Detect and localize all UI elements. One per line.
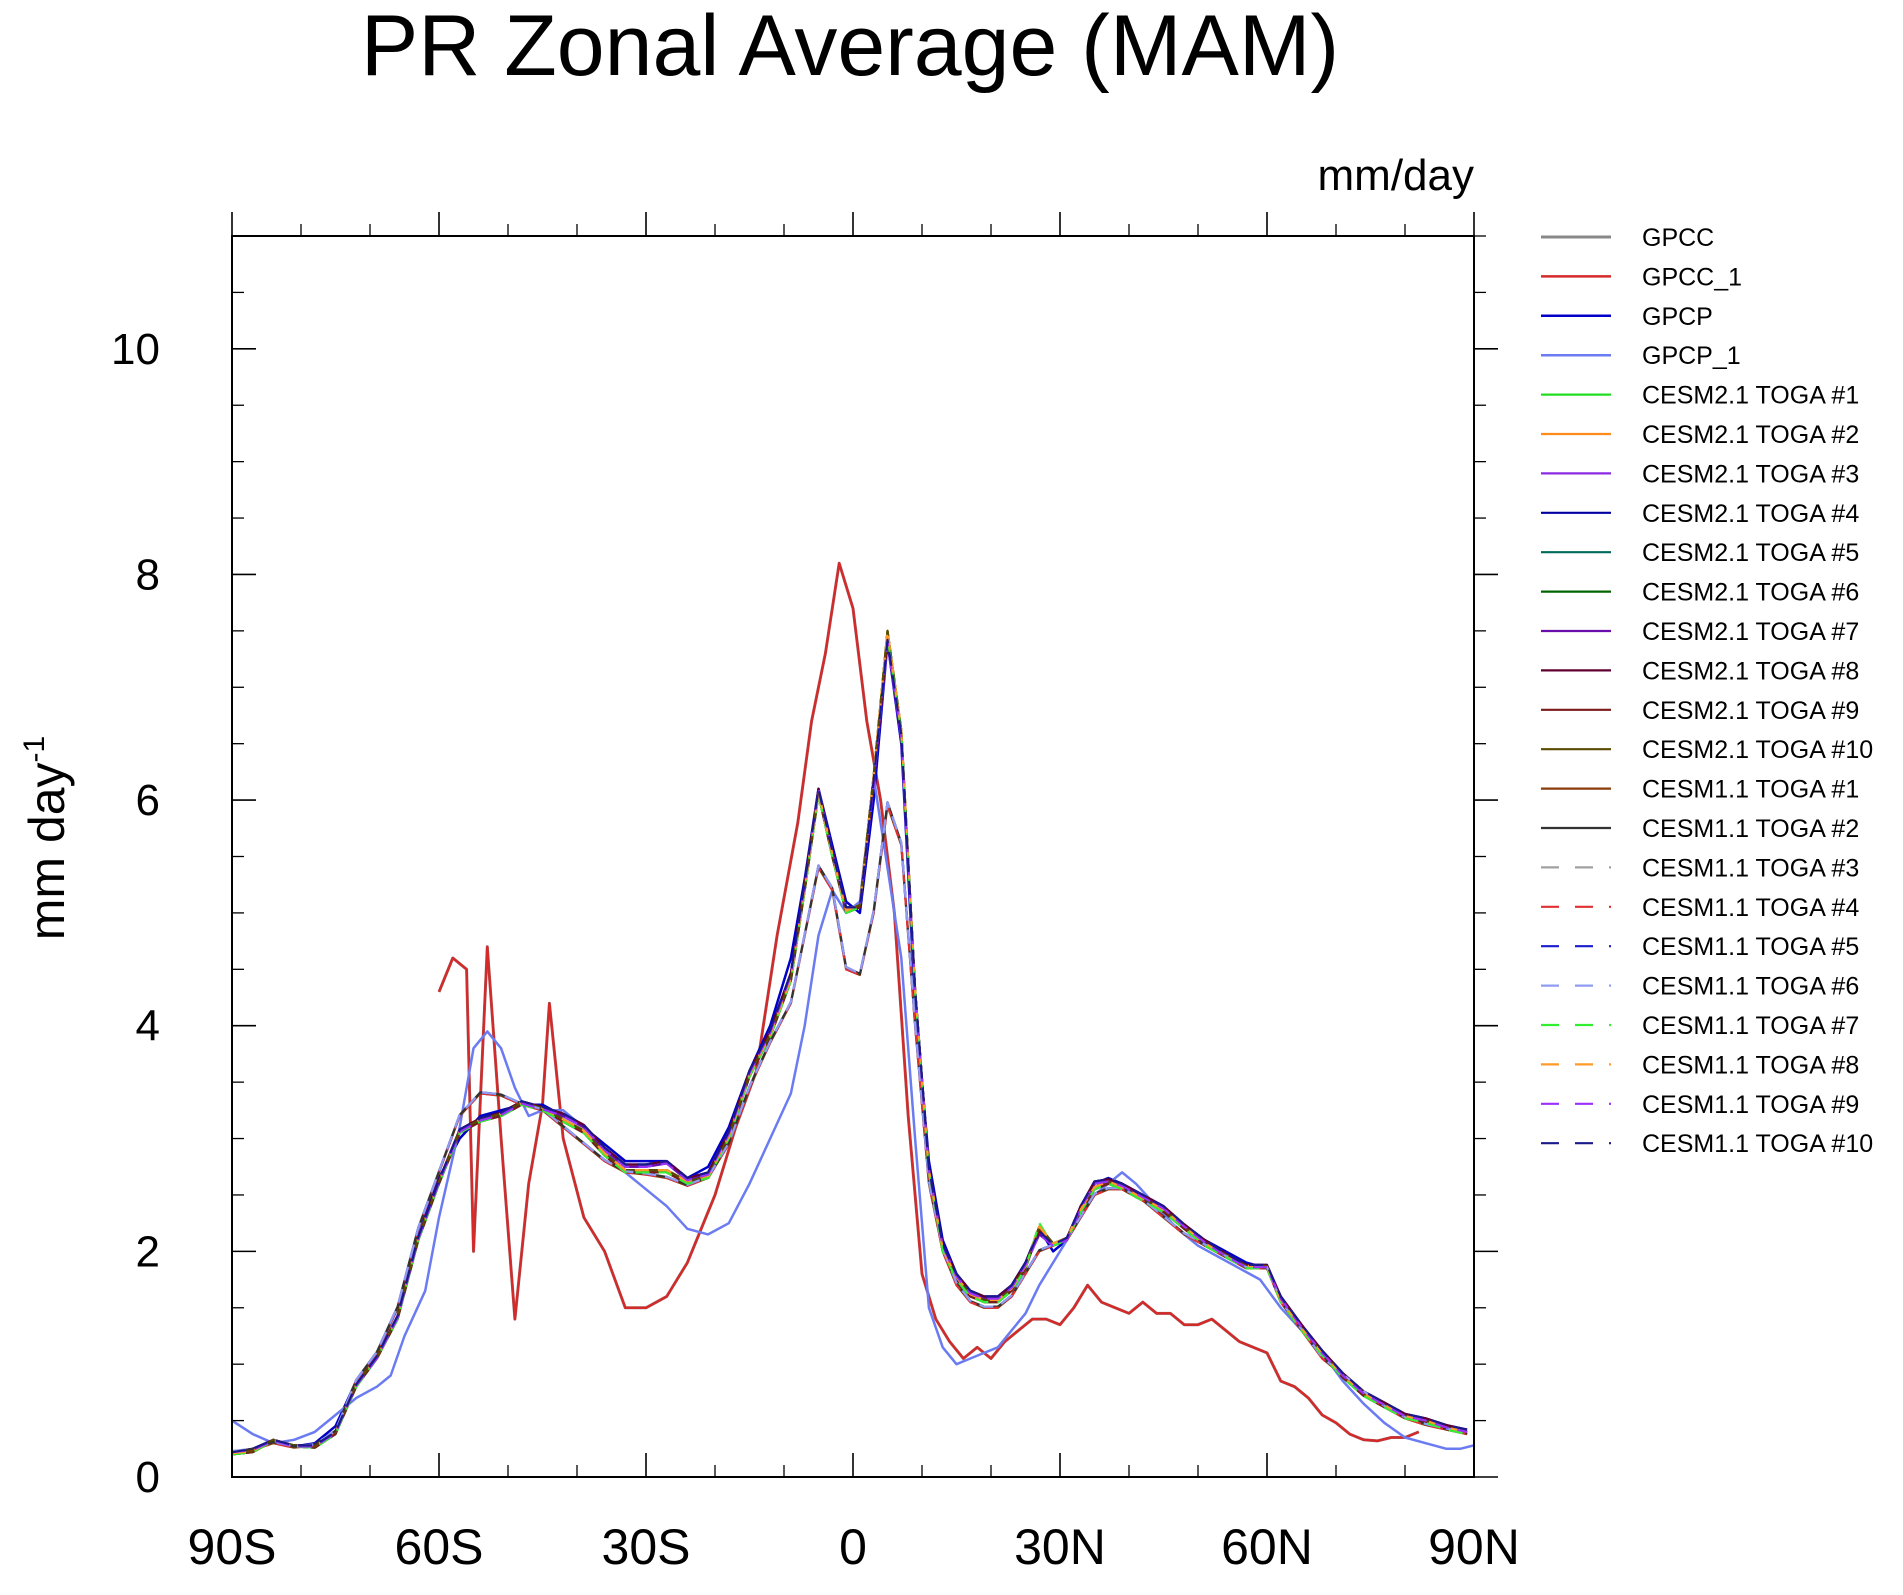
x-tick-label: 60S <box>395 1519 484 1575</box>
series-line-23 <box>232 640 1468 1454</box>
plot-frame <box>231 235 1475 1478</box>
series-line-4 <box>232 776 1474 1451</box>
legend-label-8: CESM2.1 TOGA #4 <box>1642 500 1859 528</box>
series-line-13 <box>232 635 1468 1456</box>
series-line-17 <box>232 801 1468 1453</box>
legend-label-18: CESM1.1 TOGA #4 <box>1642 894 1859 922</box>
series-layer <box>232 561 1474 1456</box>
series-line-6 <box>232 629 1468 1455</box>
series-line-21 <box>232 635 1468 1456</box>
y-axis-label-text: mm day <box>19 762 75 940</box>
x-tick-label: 90S <box>188 1519 277 1575</box>
series-line-9 <box>232 635 1468 1456</box>
series-line-20 <box>232 801 1468 1453</box>
series-line-3 <box>232 640 1468 1454</box>
axes-layer: 90S 60S 30S 0 30N 60N 90N 0 2 4 6 8 10 <box>111 212 1520 1575</box>
legend-label-16: CESM1.1 TOGA #2 <box>1642 815 1859 843</box>
y-axis-label: mm day-1 <box>18 736 75 941</box>
legend-label-21: CESM1.1 TOGA #7 <box>1642 1012 1859 1040</box>
legend-label-10: CESM2.1 TOGA #6 <box>1642 579 1859 607</box>
legend-label-3: GPCP <box>1642 303 1713 331</box>
series-line-5 <box>232 635 1468 1456</box>
series-line-10 <box>232 629 1468 1455</box>
y-tick-label: 0 <box>136 1453 160 1502</box>
legend-label-14: CESM2.1 TOGA #10 <box>1642 736 1873 764</box>
series-line-11 <box>232 640 1468 1454</box>
legend: GPCC GPCC_1 GPCP GPCP_1 CESM2.1 TOGA #1 CESM2… <box>1541 224 1873 1158</box>
legend-label-13: CESM2.1 TOGA #9 <box>1642 697 1859 725</box>
y-tick-label: 8 <box>136 550 160 599</box>
x-tick-label: 30S <box>602 1519 691 1575</box>
series-line-15 <box>232 804 1468 1454</box>
units-label: mm/day <box>1318 151 1474 200</box>
y-axis-label-exponent: -1 <box>18 736 51 763</box>
chart-title: PR Zonal Average (MAM) <box>361 0 1339 94</box>
legend-label-9: CESM2.1 TOGA #5 <box>1642 539 1859 567</box>
legend-label-2: GPCC_1 <box>1642 263 1742 291</box>
y-tick-label: 6 <box>136 776 160 825</box>
legend-label-19: CESM1.1 TOGA #5 <box>1642 933 1859 961</box>
series-line-8 <box>232 638 1468 1454</box>
x-tick-label: 30N <box>1014 1519 1106 1575</box>
legend-label-20: CESM1.1 TOGA #6 <box>1642 973 1859 1001</box>
legend-label-17: CESM1.1 TOGA #3 <box>1642 854 1859 882</box>
series-line-7 <box>232 640 1468 1454</box>
x-tick-label: 0 <box>839 1519 867 1575</box>
series-line-2 <box>437 561 1420 1443</box>
legend-label-4: GPCP_1 <box>1642 342 1741 370</box>
legend-label-23: CESM1.1 TOGA #9 <box>1642 1091 1859 1119</box>
series-line-22 <box>232 629 1468 1455</box>
series-line-18 <box>232 804 1468 1454</box>
legend-label-24: CESM1.1 TOGA #10 <box>1642 1130 1873 1158</box>
y-tick-label: 4 <box>136 1002 160 1051</box>
series-line-16 <box>232 801 1468 1454</box>
legend-label-11: CESM2.1 TOGA #7 <box>1642 618 1859 646</box>
series-line-14 <box>232 629 1468 1455</box>
legend-label-1: GPCC <box>1642 224 1714 252</box>
x-tick-label: 90N <box>1428 1519 1520 1575</box>
series-line-19 <box>232 801 1468 1454</box>
series-line-12 <box>232 638 1468 1454</box>
series-line-24 <box>232 638 1468 1454</box>
legend-label-15: CESM1.1 TOGA #1 <box>1642 776 1859 804</box>
legend-label-5: CESM2.1 TOGA #1 <box>1642 382 1859 410</box>
legend-label-6: CESM2.1 TOGA #2 <box>1642 421 1859 449</box>
legend-label-22: CESM1.1 TOGA #8 <box>1642 1051 1859 1079</box>
y-tick-label: 2 <box>136 1227 160 1276</box>
legend-label-7: CESM2.1 TOGA #3 <box>1642 460 1859 488</box>
y-tick-label: 10 <box>111 325 160 374</box>
legend-label-12: CESM2.1 TOGA #8 <box>1642 657 1859 685</box>
x-tick-label: 60N <box>1221 1519 1313 1575</box>
